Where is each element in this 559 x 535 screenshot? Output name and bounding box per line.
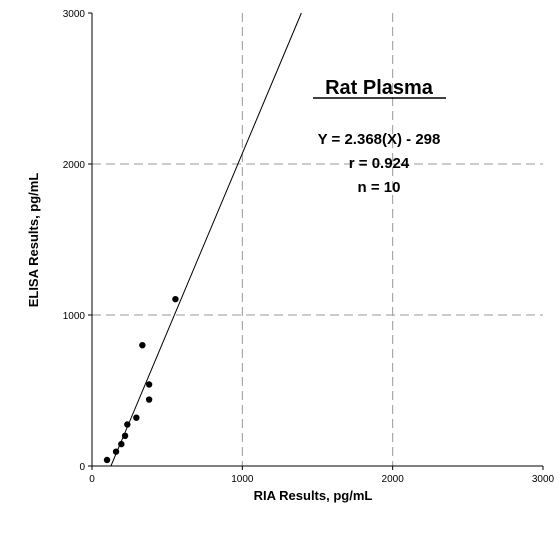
data-point (112, 448, 120, 455)
data-point (121, 432, 129, 439)
annotation-box: Rat Plasma Y = 2.368(X) - 298 r = 0.924 … (313, 77, 446, 196)
y-tick-label: 2000 (63, 160, 86, 171)
x-axis-title: RIA Results, pg/mL (254, 488, 373, 503)
annotation-equation: Y = 2.368(X) - 298 (318, 131, 441, 148)
annotation-panel-title: Rat Plasma (325, 77, 434, 99)
data-point (124, 421, 131, 428)
grid-layer (92, 13, 543, 466)
x-tick-label: 2000 (382, 474, 405, 485)
annotation-n: n = 10 (358, 179, 401, 196)
y-tick-label: 1000 (63, 311, 86, 322)
x-tick-label: 0 (89, 474, 95, 485)
x-tick-label: 3000 (532, 474, 555, 485)
y-tick-label: 0 (79, 462, 85, 473)
data-point (145, 381, 153, 388)
data-point (172, 295, 179, 303)
y-axis-title: ELISA Results, pg/mL (26, 173, 41, 308)
axes-layer (91, 13, 543, 467)
data-point (103, 456, 111, 464)
y-tick-label: 3000 (63, 9, 86, 20)
data-point (139, 342, 146, 349)
annotation-r: r = 0.924 (349, 155, 410, 172)
points-layer (103, 295, 179, 464)
regression-layer (110, 12, 302, 467)
regression-line (110, 12, 302, 467)
x-tick-label: 1000 (231, 474, 254, 485)
data-point (145, 396, 153, 403)
data-point (118, 440, 125, 448)
ticks-layer: 0 1000 2000 3000 0 1000 2000 3000 (63, 9, 555, 485)
data-point (133, 414, 140, 421)
